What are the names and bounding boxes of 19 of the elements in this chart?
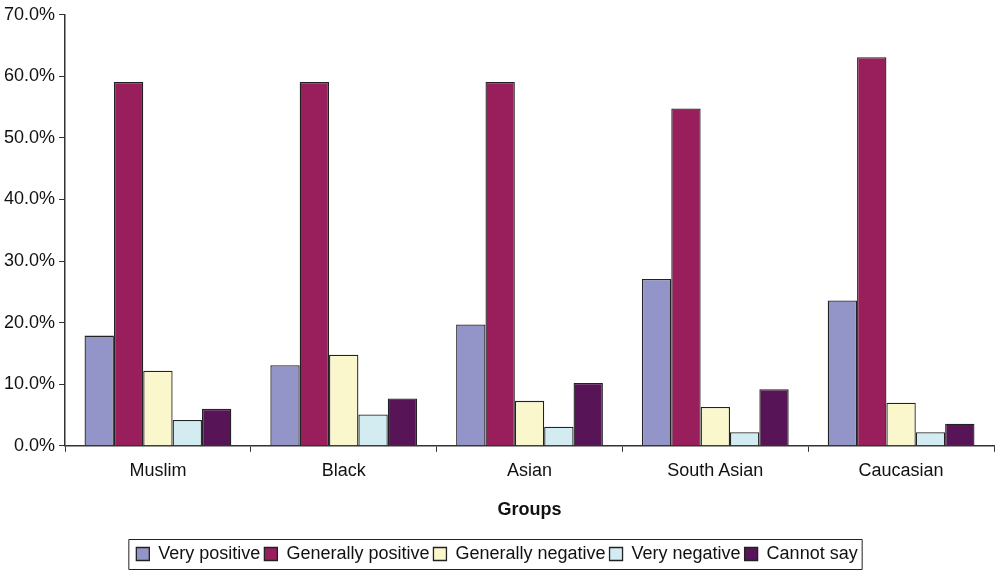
legend-label: Very negative	[631, 542, 741, 563]
x-tick-label: Muslim	[129, 459, 187, 480]
y-tick-label: 30.0%	[3, 250, 56, 271]
y-tick-label: 40.0%	[3, 188, 56, 209]
y-tick-label: 20.0%	[3, 311, 56, 332]
x-axis-title: Groups	[497, 499, 562, 520]
y-tick-label: 10.0%	[3, 373, 56, 394]
legend-label: Very positive	[158, 542, 261, 563]
y-tick-label: 50.0%	[3, 126, 56, 147]
x-tick-label: Black	[321, 459, 367, 480]
x-tick-label: Asian	[507, 459, 553, 480]
y-tick-label: 0.0%	[14, 434, 56, 455]
y-tick-label: 60.0%	[3, 65, 56, 86]
legend-label: Generally positive	[286, 542, 430, 563]
x-tick-label: South Asian	[667, 459, 764, 480]
legend-label: Generally negative	[455, 542, 606, 563]
legend-label: Cannot say	[766, 542, 858, 563]
y-tick-label: 70.0%	[3, 3, 56, 24]
x-tick-label: Caucasian	[858, 459, 944, 480]
